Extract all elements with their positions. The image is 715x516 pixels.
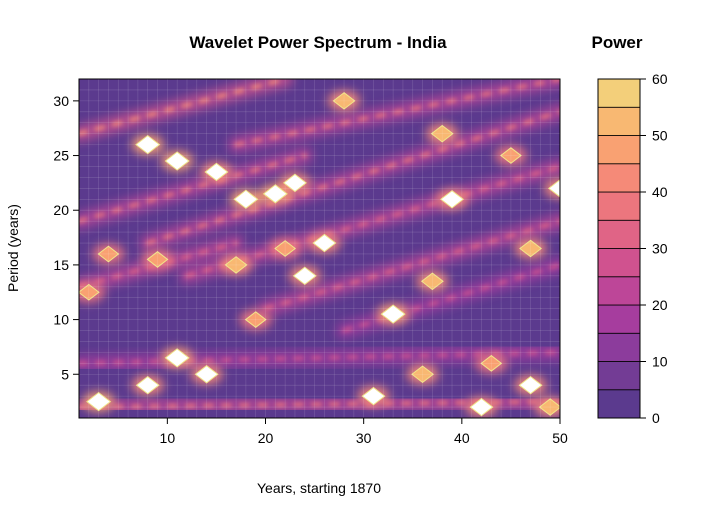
hotspot-core-layer bbox=[79, 92, 560, 417]
hotspot-peak bbox=[312, 233, 337, 253]
colorbar-band bbox=[597, 135, 641, 165]
hotspot-peak bbox=[440, 190, 464, 209]
x-axis-label: Years, starting 1870 bbox=[257, 480, 381, 496]
grid-layer bbox=[79, 79, 560, 418]
y-tick-label: 15 bbox=[53, 257, 69, 273]
hotspot-peak bbox=[164, 151, 190, 171]
hotspot-peak bbox=[79, 283, 100, 301]
colorbar-band bbox=[597, 332, 641, 362]
hotspot-peak bbox=[500, 147, 522, 164]
power-ridge bbox=[139, 103, 560, 252]
ridge-layer bbox=[79, 79, 560, 416]
hotspot-peak bbox=[282, 173, 307, 193]
hotspot-peak bbox=[420, 272, 444, 291]
hotspot-peak bbox=[244, 311, 267, 328]
colorbar-band bbox=[597, 191, 641, 221]
x-axis: 10 20 30 40 50 bbox=[160, 418, 568, 446]
x-tick-label: 40 bbox=[454, 430, 470, 446]
power-ridge bbox=[79, 344, 560, 372]
colorbar: 0 10 20 30 40 50 60 bbox=[597, 71, 668, 426]
plot-area bbox=[79, 79, 560, 418]
power-ridge bbox=[228, 79, 560, 153]
power-ridge bbox=[178, 158, 560, 284]
hotspot-peak bbox=[332, 92, 356, 110]
hotspot-peak bbox=[97, 245, 120, 263]
power-ridge bbox=[257, 213, 560, 317]
hotspot-peak bbox=[262, 184, 288, 204]
y-tick-label: 30 bbox=[53, 93, 69, 109]
hotspot-peak bbox=[233, 189, 259, 209]
hotspot-peak bbox=[224, 256, 248, 274]
chart-title: Wavelet Power Spectrum - India bbox=[189, 33, 447, 52]
x-tick-label: 30 bbox=[356, 430, 372, 446]
hotspot-peak bbox=[518, 375, 543, 395]
colorbar-band bbox=[597, 389, 641, 419]
colorbar-tick-label: 30 bbox=[652, 241, 668, 257]
y-tick-label: 25 bbox=[53, 148, 69, 164]
hotspot-peak bbox=[194, 365, 219, 384]
colorbar-band bbox=[597, 276, 641, 306]
x-tick-label: 20 bbox=[258, 430, 274, 446]
hotspot-peak bbox=[411, 365, 435, 384]
colorbar-tick-label: 60 bbox=[652, 71, 668, 87]
hotspot-peak bbox=[548, 179, 560, 198]
hotspot-peak bbox=[274, 240, 297, 257]
plot-frame bbox=[78, 78, 561, 419]
hotspot-peak bbox=[538, 398, 560, 416]
hotspot-peak bbox=[519, 239, 542, 258]
y-tick-label: 5 bbox=[61, 366, 69, 382]
y-tick-label: 10 bbox=[53, 312, 69, 328]
y-axis: 5 10 15 20 25 30 bbox=[53, 93, 79, 382]
colorbar-band bbox=[597, 163, 641, 193]
hotspot-peak bbox=[292, 266, 317, 286]
x-tick-label: 10 bbox=[160, 430, 176, 446]
x-tick-label: 50 bbox=[552, 430, 568, 446]
colorbar-band bbox=[597, 361, 641, 391]
hotspot-peak bbox=[469, 397, 494, 417]
colorbar-tick-label: 10 bbox=[652, 354, 668, 370]
colorbar-tick-label: 40 bbox=[652, 184, 668, 200]
hotspot-peak bbox=[135, 375, 160, 395]
colorbar-tick-label: 0 bbox=[652, 410, 660, 426]
hotspot-peak bbox=[146, 251, 169, 268]
hotspot-peak bbox=[361, 386, 386, 406]
y-axis-label: Period (years) bbox=[5, 204, 21, 292]
hotspot-peak bbox=[164, 348, 190, 368]
power-ridge bbox=[79, 79, 294, 142]
colorbar-band bbox=[597, 248, 641, 278]
y-tick-label: 20 bbox=[53, 202, 69, 218]
hotspot-peak bbox=[135, 134, 161, 155]
colorbar-band bbox=[597, 219, 641, 249]
hotspot-peak bbox=[430, 124, 454, 143]
hotspot-peak bbox=[480, 354, 503, 372]
colorbar-tick-label: 50 bbox=[652, 128, 668, 144]
hotspot-peak bbox=[86, 391, 112, 412]
hotspot-peak bbox=[380, 304, 406, 324]
colorbar-tick-label: 20 bbox=[652, 297, 668, 313]
colorbar-title: Power bbox=[591, 33, 642, 52]
colorbar-band bbox=[597, 304, 641, 334]
power-ridge bbox=[79, 147, 313, 230]
colorbar-band bbox=[597, 78, 641, 108]
hotspot-peak bbox=[204, 162, 229, 182]
colorbar-band bbox=[597, 106, 641, 136]
